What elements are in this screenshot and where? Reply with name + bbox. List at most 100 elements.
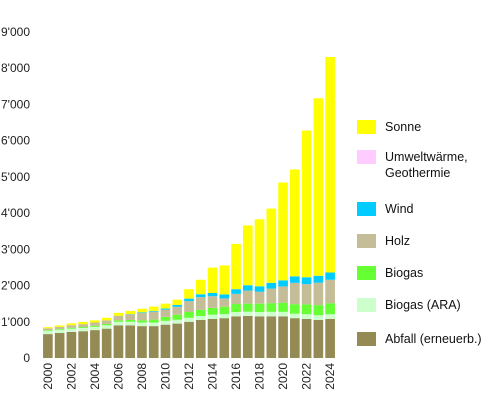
bar-2017-series-3	[242, 290, 253, 304]
legend-swatch	[357, 266, 376, 280]
bar-2018-series-1	[254, 312, 265, 317]
bar-2011-series-6	[172, 299, 183, 305]
bar-2012-series-2	[184, 312, 194, 318]
legend-swatch	[357, 298, 376, 312]
bar-2004-series-0	[90, 330, 100, 358]
bar-2012-series-0	[184, 321, 194, 358]
bar-2019-series-1	[266, 311, 277, 317]
bar-2010-series-2	[160, 316, 171, 321]
bar-2003-series-3	[78, 324, 88, 328]
bar-2006-series-2	[113, 320, 124, 322]
bar-2011-series-2	[172, 314, 183, 320]
bar-2011-series-4	[172, 304, 183, 307]
bar-2019-series-3	[266, 288, 277, 304]
y-tick-label: 6'000	[1, 134, 30, 148]
legend-swatch	[357, 332, 376, 346]
bar-2021-series-0	[290, 318, 300, 358]
bar-2014-series-6	[207, 267, 218, 293]
x-tick-label: 2014	[206, 363, 220, 390]
bar-2015-series-2	[219, 306, 230, 314]
bar-2002-series-2	[66, 327, 77, 329]
legend-swatch	[357, 150, 376, 164]
bar-2021-series-6	[290, 169, 300, 277]
bar-2022-series-2	[301, 304, 312, 315]
bar-2002-series-3	[66, 325, 77, 328]
bar-2011-series-1	[172, 319, 183, 324]
x-tick-label: 2012	[182, 363, 196, 390]
bar-2019-series-0	[266, 316, 277, 358]
x-tick-label: 2018	[253, 363, 267, 390]
bar-2012-series-6	[184, 289, 194, 299]
bar-2023-series-4	[313, 275, 324, 283]
bar-2014-series-1	[207, 314, 218, 319]
bar-2013-series-6	[195, 279, 206, 295]
legend-label: Biogas	[385, 266, 423, 280]
bar-2022-series-1	[301, 314, 312, 319]
x-tick-label: 2008	[135, 363, 149, 390]
bar-2005-series-1	[101, 325, 112, 329]
bar-2008-series-2	[137, 320, 147, 323]
axes: 0 1'000 2'000 3'000 4'000 5'000 6'000 7'000 8'00…	[1, 25, 337, 390]
bar-2022-series-6	[301, 130, 312, 278]
y-tick-label: 9'000	[1, 25, 30, 39]
bar-2002-series-6	[66, 323, 77, 326]
bar-2024-series-2	[325, 303, 335, 315]
bar-2010-series-4	[160, 308, 171, 310]
x-tick-label: 2002	[64, 363, 78, 390]
bar-2020-series-1	[278, 311, 288, 317]
bar-2012-series-1	[184, 317, 194, 322]
y-tick-label: 7'000	[1, 97, 30, 111]
bar-2022-series-0	[301, 318, 312, 358]
legend-swatch	[357, 202, 376, 216]
bar-2000-series-2	[43, 330, 53, 331]
plot-area	[43, 56, 335, 358]
bar-2009-series-4	[148, 310, 159, 312]
x-tick-label: 2016	[229, 363, 243, 390]
bar-2008-series-3	[137, 313, 147, 321]
bar-2000-series-1	[43, 330, 53, 335]
bar-2004-series-6	[90, 320, 100, 323]
bar-2003-series-6	[78, 321, 88, 325]
bar-2005-series-3	[101, 320, 112, 324]
bar-2024-series-0	[325, 318, 335, 358]
bar-2005-series-0	[101, 328, 112, 358]
bar-2018-series-0	[254, 316, 265, 358]
bar-2005-series-6	[101, 317, 112, 321]
bar-2020-series-2	[278, 302, 288, 312]
x-tick-label: 2022	[300, 363, 314, 390]
x-tick-label: 2020	[276, 363, 290, 390]
bar-2017-series-0	[242, 315, 253, 358]
bar-2006-series-3	[113, 315, 124, 321]
bar-2001-series-2	[54, 329, 65, 330]
bar-2006-series-0	[113, 325, 124, 358]
bar-2021-series-3	[290, 282, 300, 305]
legend-label: Biogas (ARA)	[385, 298, 461, 312]
bar-2010-series-0	[160, 324, 171, 358]
bar-2024-series-6	[325, 56, 335, 273]
bar-2000-series-3	[43, 328, 53, 331]
legend-label: Wind	[385, 202, 414, 216]
bar-2023-series-1	[313, 315, 324, 320]
bar-2001-series-3	[54, 326, 65, 330]
bar-2004-series-2	[90, 325, 100, 327]
bar-2014-series-0	[207, 318, 218, 358]
bar-2016-series-3	[231, 293, 241, 305]
bar-2023-series-0	[313, 319, 324, 358]
y-tick-label: 5'000	[1, 170, 30, 184]
bar-2013-series-2	[195, 309, 206, 316]
legend-swatch	[357, 120, 376, 134]
bar-2014-series-3	[207, 296, 218, 308]
bar-2018-series-3	[254, 291, 265, 304]
bar-2016-series-4	[231, 289, 241, 294]
bar-2023-series-2	[313, 305, 324, 316]
bar-2016-series-0	[231, 316, 241, 358]
bar-2011-series-3	[172, 306, 183, 315]
bar-2020-series-3	[278, 286, 288, 303]
bar-2019-series-2	[266, 303, 277, 312]
bar-2007-series-3	[125, 314, 136, 320]
bar-2004-series-3	[90, 322, 100, 326]
bar-2007-series-6	[125, 310, 136, 315]
bar-2021-series-1	[290, 313, 300, 319]
bar-2015-series-6	[219, 265, 230, 295]
